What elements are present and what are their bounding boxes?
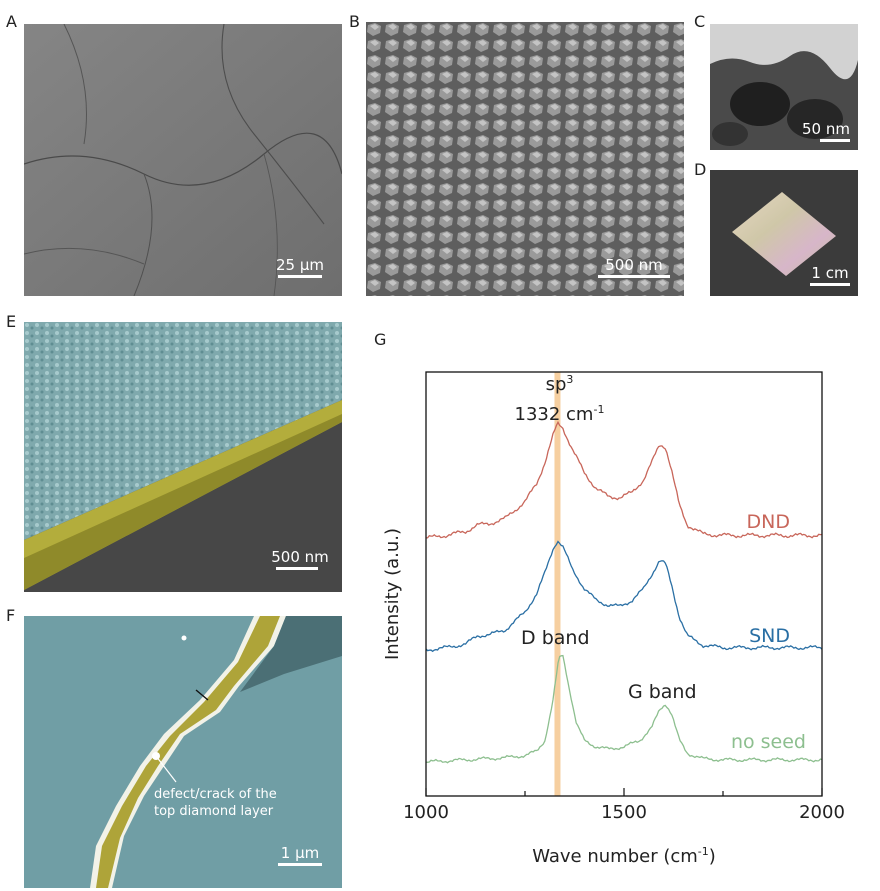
- series-line-no-seed: [425, 654, 823, 764]
- sp3-highlight-band: [554, 372, 561, 796]
- d-band-label: D band: [521, 627, 589, 649]
- photo-d: 1 cm: [710, 170, 858, 296]
- series-layer: [425, 420, 823, 764]
- scale-bar-f: 1 μm: [270, 844, 330, 866]
- crack-annotation-line1: defect/crack of the: [154, 787, 277, 802]
- scale-bar-c-label: 50 nm: [802, 120, 850, 138]
- scale-bar-b-label: 500 nm: [605, 256, 663, 274]
- scale-bar-d-line: [810, 283, 850, 286]
- scale-bar-e-line: [276, 567, 318, 570]
- sem-a-texture: [24, 24, 342, 296]
- sem-image-e: 500 nm: [24, 322, 342, 592]
- scale-bar-a: 25 μm: [270, 256, 330, 278]
- tem-image-c: 50 nm: [710, 24, 858, 150]
- panel-label-a: A: [6, 12, 17, 31]
- raman-chart: 1000 1500 2000 sp3 1332 cm-1 D band G band…: [382, 371, 845, 867]
- sem-b-grains: [366, 22, 684, 296]
- x-tick-label: 2000: [799, 802, 845, 823]
- series-line-snd: [425, 540, 823, 653]
- sp3-wavenumber-label: 1332 cm-1: [515, 403, 605, 425]
- sem-image-f: defect/crack of the top diamond layer 1 …: [24, 616, 342, 888]
- thickness-arrow: [195, 689, 209, 701]
- x-tick-label: 1500: [601, 802, 647, 823]
- tem-c-texture: [710, 24, 858, 150]
- scale-bar-c: 50 nm: [796, 120, 856, 142]
- panel-label-f: F: [6, 606, 16, 625]
- x-axis-label: Wave number (cm-1): [532, 845, 716, 867]
- series-line-dnd: [425, 420, 823, 539]
- panel-label-c: C: [694, 12, 706, 31]
- series-label-dnd: DND: [747, 511, 790, 533]
- panel-label-d: D: [694, 160, 707, 179]
- scale-bar-f-label: 1 μm: [280, 844, 320, 862]
- scale-bar-d: 1 cm: [804, 264, 856, 286]
- scale-bar-b-line: [598, 275, 670, 278]
- series-label-snd: SND: [749, 625, 790, 647]
- sem-image-b: 500 nm: [366, 22, 684, 296]
- scale-bar-e-label: 500 nm: [271, 548, 329, 566]
- sem-f-crack: [24, 616, 342, 888]
- y-axis-label: Intensity (a.u.): [382, 528, 403, 660]
- x-tick-label: 1000: [403, 802, 449, 823]
- panel-label-b: B: [349, 12, 360, 31]
- crack-annotation: defect/crack of the top diamond layer: [154, 786, 277, 820]
- g-band-label: G band: [628, 681, 697, 703]
- panel-label-g: G: [374, 330, 387, 349]
- scale-bar-a-label: 25 μm: [275, 256, 324, 274]
- sem-image-a: 25 μm: [24, 24, 342, 296]
- scale-bar-a-line: [278, 275, 322, 278]
- sp3-label: sp3: [546, 373, 574, 395]
- photo-d-wafer: [710, 170, 858, 296]
- scale-bar-c-line: [820, 139, 850, 142]
- scale-bar-e: 500 nm: [262, 548, 338, 570]
- scale-bar-d-label: 1 cm: [811, 264, 849, 282]
- crack-annotation-line2: top diamond layer: [154, 804, 274, 819]
- panel-label-e: E: [6, 312, 17, 331]
- scale-bar-f-line: [278, 863, 322, 866]
- crack-marker-line: [155, 755, 177, 783]
- scale-bar-b: 500 nm: [594, 256, 674, 278]
- tick-layer: 1000 1500 2000: [403, 788, 845, 823]
- sem-e-crosssection: [24, 322, 342, 592]
- series-label-no-seed: no seed: [731, 731, 806, 753]
